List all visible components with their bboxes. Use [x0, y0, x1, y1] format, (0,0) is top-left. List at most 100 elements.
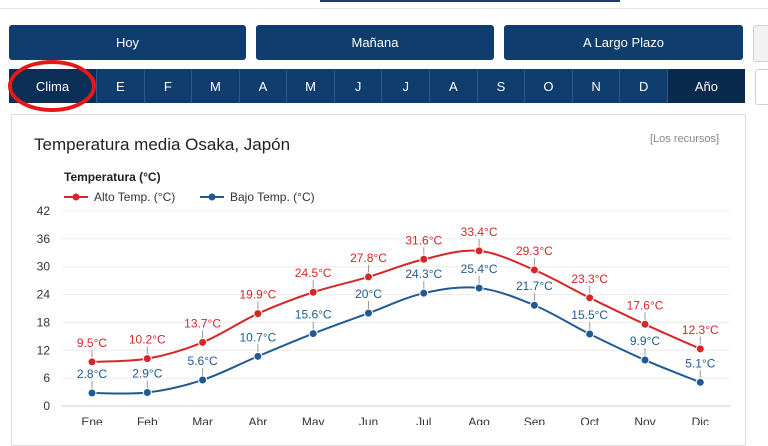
data-label: 13.7°C: [184, 316, 221, 330]
data-point: [695, 344, 705, 354]
tab-month-jan[interactable]: E: [97, 69, 145, 103]
series-line-low: [91, 286, 701, 395]
extra-tab[interactable]: [755, 69, 768, 105]
header-strip: [0, 0, 768, 9]
data-label: 9.5°C: [77, 336, 107, 350]
tab-month-nov[interactable]: N: [573, 69, 621, 103]
tab-month-sep[interactable]: S: [478, 69, 526, 103]
data-point: [529, 265, 539, 275]
data-label: 15.6°C: [295, 308, 332, 322]
tab-month-jun[interactable]: J: [335, 69, 383, 103]
chart-title: Temperatura media Osaka, Japón: [34, 135, 291, 154]
legend: Alto Temp. (°C) Bajo Temp. (°C): [64, 190, 315, 204]
data-point: [529, 300, 539, 310]
data-label: 5.6°C: [188, 354, 218, 368]
data-point: [640, 319, 650, 329]
data-point: [364, 308, 373, 318]
temperature-chart: Temperatura (°C) Alto Temp. (°C) Bajo Te…: [37, 170, 730, 425]
data-point: [253, 309, 263, 319]
data-label: 23.3°C: [571, 272, 608, 286]
data-label: 2.9°C: [132, 367, 162, 381]
today-button[interactable]: Hoy: [9, 25, 246, 60]
data-label: 10.2°C: [129, 333, 166, 347]
data-label: 15.5°C: [571, 308, 608, 322]
data-point: [419, 254, 429, 264]
x-tick-label: Mar: [192, 415, 213, 425]
x-tick-label: Sep: [524, 415, 546, 425]
data-point: [364, 272, 373, 282]
tab-month-aug[interactable]: A: [430, 69, 478, 103]
data-label: 24.3°C: [405, 267, 442, 281]
data-label: 20°C: [355, 287, 382, 301]
data-point: [198, 337, 208, 347]
data-point: [87, 388, 97, 398]
data-label: 31.6°C: [405, 233, 442, 247]
data-point: [474, 246, 484, 256]
data-label: 24.5°C: [295, 266, 332, 280]
data-label: 10.7°C: [239, 330, 276, 344]
y-tick-label: 30: [37, 260, 51, 274]
data-point: [419, 288, 429, 298]
data-label: 21.7°C: [516, 279, 553, 293]
data-point: [640, 355, 650, 365]
annotation-circle: [8, 60, 96, 112]
data-label: 27.8°C: [350, 251, 387, 265]
main-nav: Hoy Mañana A Largo Plazo: [9, 25, 768, 62]
series-line-high: [91, 249, 701, 363]
x-tick-label: Dic: [692, 415, 709, 425]
plot-area: 0 6 12 18 24 30 36 42 Ene Feb Mar Abr May Jun Jul Ago Se…: [37, 204, 730, 425]
extra-button[interactable]: [753, 25, 768, 62]
y-tick-label: 42: [37, 204, 51, 218]
y-tick-label: 0: [43, 399, 50, 413]
data-label: 5.1°C: [685, 356, 715, 370]
resources-link[interactable]: [Los recursos]: [650, 133, 720, 145]
tab-year[interactable]: Año: [667, 69, 745, 103]
data-point: [142, 388, 152, 398]
long-term-button[interactable]: A Largo Plazo: [504, 25, 743, 60]
tab-month-jul[interactable]: J: [382, 69, 431, 103]
data-label: 33.4°C: [461, 225, 498, 239]
data-point: [585, 293, 595, 303]
data-point: [585, 329, 595, 339]
y-axis-label: Temperatura (°C): [64, 170, 161, 184]
x-tick-label: Ene: [81, 415, 103, 425]
data-point: [695, 377, 705, 387]
tab-month-oct[interactable]: O: [525, 69, 573, 103]
header-divider: [0, 8, 768, 9]
y-tick-label: 6: [43, 371, 50, 385]
tab-month-apr[interactable]: A: [240, 69, 288, 103]
y-tick-label: 12: [37, 343, 51, 357]
x-tick-label: Jun: [359, 415, 378, 425]
data-label: 25.4°C: [461, 262, 498, 276]
data-label: 9.9°C: [630, 334, 660, 348]
y-tick-label: 36: [37, 232, 51, 246]
x-tick-label: Abr: [249, 415, 268, 425]
legend-low-label[interactable]: Bajo Temp. (°C): [230, 190, 315, 204]
data-label: 29.3°C: [516, 244, 553, 258]
tab-month-mar[interactable]: M: [192, 69, 240, 103]
data-point: [142, 354, 152, 364]
y-tick-label: 18: [37, 315, 51, 329]
data-point: [198, 375, 208, 385]
data-label: 17.6°C: [627, 298, 664, 312]
tomorrow-button[interactable]: Mañana: [256, 25, 494, 60]
data-point: [308, 329, 318, 339]
data-label: 19.9°C: [239, 288, 276, 302]
x-tick-label: Ago: [468, 415, 490, 425]
legend-low-marker: [208, 193, 216, 201]
x-tick-label: Oct: [580, 415, 599, 425]
tab-month-may[interactable]: M: [287, 69, 335, 103]
legend-high-label[interactable]: Alto Temp. (°C): [94, 190, 175, 204]
tab-month-dec[interactable]: D: [620, 69, 668, 103]
data-point: [474, 283, 484, 293]
data-label: 12.3°C: [682, 323, 719, 337]
x-tick-label: Nov: [634, 415, 655, 425]
x-tick-label: May: [302, 415, 325, 425]
data-point: [308, 287, 318, 297]
y-tick-label: 24: [37, 288, 51, 302]
data-point: [87, 357, 97, 367]
tab-month-feb[interactable]: F: [145, 69, 193, 103]
x-tick-label: Feb: [137, 415, 158, 425]
legend-high-marker: [72, 193, 80, 201]
data-point: [253, 351, 263, 361]
